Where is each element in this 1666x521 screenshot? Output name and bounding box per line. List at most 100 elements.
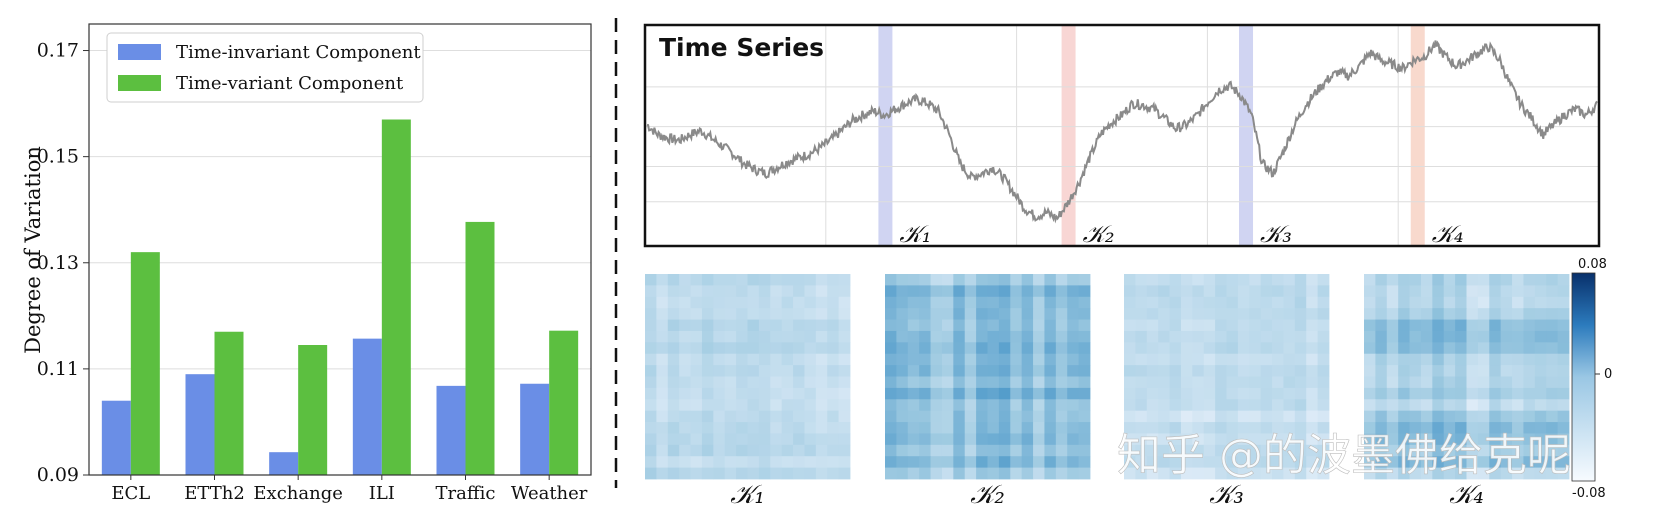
heatmap-cell <box>1021 330 1034 343</box>
heatmap-cell <box>1317 467 1330 480</box>
heatmap-cell <box>1455 342 1467 355</box>
heatmap-cell <box>1146 399 1159 412</box>
heatmap-cell <box>1237 319 1250 332</box>
heatmap-cell <box>1294 285 1307 298</box>
heatmap-cell <box>1409 330 1422 343</box>
heatmap-cell <box>838 444 851 457</box>
heatmap-cell <box>656 399 669 412</box>
heatmap-cell <box>781 319 794 332</box>
heatmap-cell <box>645 330 657 343</box>
heatmap-cell <box>1317 387 1330 400</box>
heatmap-cell <box>827 410 840 423</box>
heatmap-cell <box>1466 365 1479 377</box>
heatmap-cell <box>1055 433 1068 446</box>
heatmap-cell <box>1386 399 1399 412</box>
heatmap-cell <box>690 353 703 366</box>
heatmap-cell <box>930 433 943 446</box>
heatmap-cell <box>1489 365 1502 377</box>
heatmap-cell <box>724 308 737 320</box>
heatmap-cell <box>919 342 931 355</box>
heatmap-cell <box>1466 410 1479 423</box>
heatmap-cell <box>1135 330 1148 343</box>
heatmap-cell <box>1226 399 1239 412</box>
heatmap-cell <box>1398 467 1410 480</box>
heatmap-cell <box>1489 444 1502 457</box>
heatmap-cell <box>838 410 851 423</box>
heatmap-cell <box>1432 387 1445 400</box>
heatmap-cell <box>1044 330 1057 343</box>
heatmap-cell <box>781 274 794 286</box>
heatmap-cell <box>976 422 988 434</box>
heatmap-cell <box>1489 376 1502 389</box>
heatmap-cell <box>1409 319 1422 332</box>
heatmap-k2 <box>885 274 1091 480</box>
heatmap-cell <box>1237 285 1250 298</box>
heatmap-cell <box>713 330 726 343</box>
heatmap-cell <box>1409 353 1422 366</box>
heatmap-cell <box>1432 433 1445 446</box>
time-series-gridlines <box>645 25 1599 246</box>
heatmap-cell <box>1044 387 1057 400</box>
heatmap-cell <box>1203 433 1216 446</box>
heatmap-cell <box>1146 274 1159 286</box>
heatmap-cell <box>1249 285 1262 298</box>
heatmap-cell <box>1044 365 1057 377</box>
heatmap-cell <box>1477 330 1490 343</box>
heatmap-cell <box>1386 422 1399 434</box>
heatmap-cell <box>793 410 805 423</box>
heatmap-cell <box>656 456 669 469</box>
heatmap-cell <box>1500 296 1513 309</box>
heatmap-cell <box>1466 387 1479 400</box>
bar-time-variant <box>214 331 244 475</box>
heatmap-cell <box>1523 308 1536 320</box>
heatmap-cell <box>679 456 691 469</box>
heatmap-cell <box>1306 365 1319 377</box>
heatmap-cell <box>1443 319 1456 332</box>
heatmap-cell <box>758 285 771 298</box>
heatmap-cell <box>1158 296 1170 309</box>
heatmap-cell <box>1294 422 1307 434</box>
heatmap-cell <box>1477 353 1490 366</box>
heatmap-cell <box>804 308 817 320</box>
heatmap-cell <box>1044 444 1057 457</box>
heatmap-cell <box>1557 353 1570 366</box>
heatmap-cell <box>998 274 1011 286</box>
heatmap-cell <box>1010 444 1023 457</box>
heatmap-cell <box>1512 365 1524 377</box>
heatmap-cell <box>1523 365 1536 377</box>
heatmap-cell <box>747 456 760 469</box>
bar-bars <box>101 119 579 475</box>
heatmap-cell <box>1260 433 1273 446</box>
colorbar-gradient <box>1571 272 1596 482</box>
heatmap-cell <box>1010 456 1023 469</box>
heatmap-cell <box>804 296 817 309</box>
heatmap-cell <box>667 376 680 389</box>
highlight-band <box>878 25 893 246</box>
heatmap-cell <box>1135 296 1148 309</box>
heatmap-cell <box>885 456 897 469</box>
heatmap-cell <box>1215 353 1227 366</box>
heatmap-cell <box>1512 296 1524 309</box>
heatmap-cell <box>770 285 783 298</box>
heatmap-cell <box>1409 433 1422 446</box>
heatmap-cell <box>781 365 794 377</box>
heatmap-cell <box>713 376 726 389</box>
bar-plot-frame <box>88 23 592 476</box>
heatmap-cell <box>827 422 840 434</box>
heatmap-cell <box>1033 353 1045 366</box>
heatmap-cell <box>758 376 771 389</box>
heatmap-cell <box>1226 444 1239 457</box>
heatmap-cell <box>1317 399 1330 412</box>
heatmap-cell <box>1124 410 1136 423</box>
heatmap-cell <box>690 433 703 446</box>
time-series-chart: Time Series 𝒦₁ 𝒦₂ 𝒦₃ 𝒦₄ <box>643 23 1601 248</box>
heatmap-cell <box>1534 296 1547 309</box>
heatmap-cell <box>1272 285 1284 298</box>
heatmap-cell <box>896 296 909 309</box>
heatmap-cell <box>736 387 748 400</box>
heatmap-cell <box>1364 274 1376 286</box>
heatmap-cell <box>1146 444 1159 457</box>
heatmap-cell <box>1215 399 1227 412</box>
heatmap-cell <box>1169 410 1182 423</box>
heatmap-cell <box>1512 410 1524 423</box>
